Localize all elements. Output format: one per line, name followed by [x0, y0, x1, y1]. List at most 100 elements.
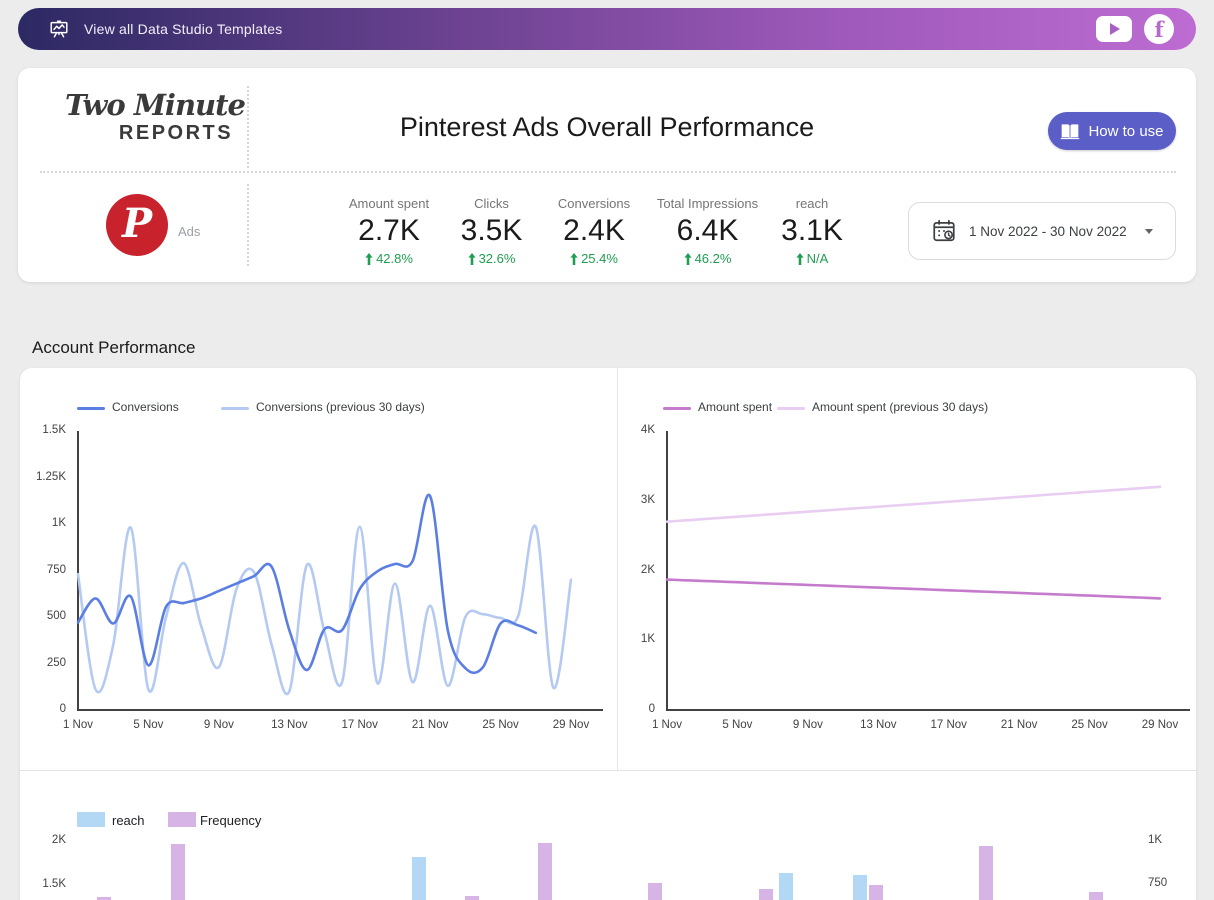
up-arrow-icon [365, 253, 373, 265]
bar-legend-label: reach [112, 813, 145, 828]
kpi-label: Amount spent [348, 196, 430, 211]
book-icon [1061, 123, 1080, 139]
divider-vertical-bottom [247, 184, 249, 266]
bar-frequency [97, 896, 112, 900]
bar-reach [411, 856, 426, 900]
kpi-clicks: Clicks 3.5K 32.6% [449, 196, 534, 267]
facebook-f-glyph: f [1154, 16, 1164, 42]
youtube-icon[interactable] [1096, 16, 1132, 42]
kpi-value: 2.4K [563, 214, 625, 247]
y-axis-tick: 0 [648, 703, 655, 715]
x-axis-tick: 1 Nov [651, 719, 683, 731]
legend-swatch [77, 407, 105, 410]
bar-frequency [170, 844, 185, 900]
ads-label: Ads [178, 224, 201, 239]
facebook-icon[interactable]: f [1144, 14, 1174, 44]
bar-right-axis-tick: 1K [1148, 834, 1163, 846]
bar-reach [779, 872, 794, 900]
legend-label: Conversions (previous 30 days) [256, 400, 425, 414]
pinterest-logo: P [106, 194, 168, 256]
bar-frequency [1089, 891, 1104, 900]
kpi-value: 2.7K [358, 214, 420, 247]
logo-line2: REPORTS [118, 122, 234, 144]
kpi-total-impressions: Total Impressions 6.4K 46.2% [640, 196, 775, 267]
kpi-value: 3.5K [460, 214, 523, 247]
divider-vertical-top [247, 86, 249, 168]
account-performance-card: 0 250 500 750 1K 1.25K 1.5K 1 Nov 5 Nov 9 Nov 13 N… [20, 368, 1196, 900]
y-axis-tick: 2K [640, 563, 655, 576]
bar-reach [852, 874, 867, 900]
legend-swatch [221, 407, 249, 410]
kpi-delta: 42.8% [329, 251, 449, 267]
logo-line1: Two Minute [65, 88, 246, 122]
play-icon [1110, 23, 1120, 35]
how-to-use-button[interactable]: How to use [1048, 112, 1176, 150]
how-to-use-label: How to use [1088, 122, 1164, 140]
x-axis-tick: 17 Nov [341, 719, 378, 731]
chevron-down-icon [1145, 228, 1153, 234]
y-axis-tick: 500 [46, 610, 66, 622]
calendar-clock-icon [933, 219, 955, 242]
kpi-value: 6.4K [676, 214, 739, 247]
y-axis-tick: 0 [59, 703, 66, 715]
legend-swatch [777, 407, 805, 410]
bar-frequency [464, 896, 479, 900]
bar-legend-label: Frequency [200, 813, 262, 828]
bar-left-axis-tick: 2K [51, 834, 66, 846]
kpi-conversions: Conversions 2.4K 25.4% [539, 196, 649, 267]
bar-left-axis-tick: 1.5K [42, 878, 66, 890]
bar-legend-swatch [77, 812, 105, 827]
up-arrow-icon [683, 253, 692, 265]
kpi-delta: 32.6% [449, 251, 534, 267]
y-axis-tick: 4K [640, 424, 655, 436]
y-axis-tick: 1.25K [35, 470, 66, 483]
bar-frequency [978, 846, 993, 900]
kpi-reach: reach 3.1K N/A [772, 196, 852, 267]
page-title: Pinterest Ads Overall Performance [399, 112, 815, 142]
section-title: Account Performance [32, 338, 196, 357]
bar-frequency [868, 884, 883, 900]
x-axis-tick: 9 Nov [792, 719, 823, 731]
kpi-label: Total Impressions [656, 196, 759, 211]
pinterest-p-glyph: P [121, 199, 153, 247]
kpi-delta: 46.2% [640, 251, 775, 267]
divider-horizontal [40, 171, 1176, 173]
series-line-amount-spent [665, 578, 1162, 600]
x-axis-tick: 5 Nov [722, 719, 753, 731]
date-range-value: 1 Nov 2022 - 30 Nov 2022 [969, 223, 1127, 239]
x-axis-tick: 17 Nov [930, 719, 967, 731]
y-axis-tick: 250 [46, 656, 66, 669]
banner-label[interactable]: View all Data Studio Templates [84, 21, 283, 37]
legend-label: Amount spent [698, 400, 773, 414]
x-axis-tick: 29 Nov [1141, 719, 1179, 731]
date-range-picker[interactable]: 1 Nov 2022 - 30 Nov 2022 [908, 202, 1176, 260]
legend-label: Amount spent (previous 30 days) [812, 400, 989, 414]
y-axis-tick: 1K [640, 633, 655, 646]
kpi-amount-spent: Amount spent 2.7K 42.8% [329, 196, 449, 267]
x-axis-tick: 5 Nov [133, 719, 164, 731]
x-axis-tick: 1 Nov [62, 719, 94, 731]
up-arrow-icon [570, 253, 578, 265]
kpi-delta: N/A [772, 251, 852, 267]
line-chart-right [665, 431, 1190, 711]
y-axis-tick: 1K [51, 517, 66, 529]
kpi-delta: 25.4% [539, 251, 649, 267]
two-minute-reports-logo: Two Minute REPORTS [60, 88, 250, 144]
bar-frequency [538, 842, 553, 900]
templates-banner[interactable]: View all Data Studio Templates f [18, 8, 1196, 50]
kpi-label: Conversions [557, 196, 631, 211]
chart-row-divider [20, 770, 1196, 771]
legend-label: Conversions [112, 400, 179, 414]
bar-right-axis-tick: 750 [1148, 877, 1168, 889]
bar-frequency [758, 889, 773, 900]
kpi-label: Clicks [474, 196, 509, 211]
x-axis-tick: 13 Nov [860, 719, 897, 731]
x-axis-tick: 25 Nov [1071, 719, 1108, 731]
series-line-conversions-previous-30-days- [76, 524, 573, 696]
x-axis-tick: 25 Nov [482, 719, 519, 731]
report-header-card: Two Minute REPORTS Pinterest Ads Overall… [18, 68, 1196, 282]
legend-swatch [663, 407, 691, 410]
presentation-chart-icon [50, 20, 68, 38]
kpi-value: 3.1K [781, 214, 843, 247]
chart-panel-divider [617, 368, 618, 770]
